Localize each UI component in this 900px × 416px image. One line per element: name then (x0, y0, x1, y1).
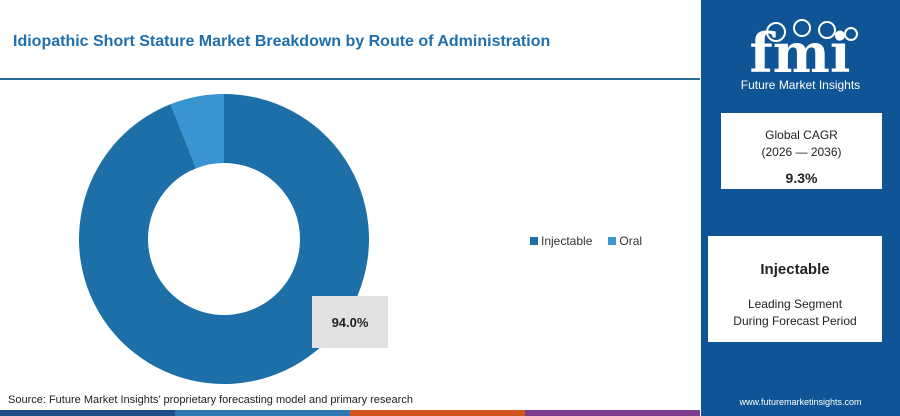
footer-segment-3 (350, 410, 525, 416)
cagr-period: (2026 — 2036) (761, 145, 842, 159)
donut-slice-injectable (78, 94, 369, 385)
website-link[interactable]: www.futuremarketinsights.com (739, 397, 862, 407)
cagr-card: Global CAGR (2026 — 2036) 9.3% (721, 113, 882, 189)
chart-legend: Injectable Oral (530, 234, 642, 248)
leading-segment-line-2: During Forecast Period (733, 314, 857, 328)
leading-segment-name: Injectable (760, 261, 830, 278)
legend-swatch-injectable (530, 237, 538, 245)
legend-swatch-oral (608, 237, 617, 245)
logo-icons (766, 19, 858, 42)
logo-subtitle: Future Market Insights (740, 78, 861, 92)
leading-segment-line-1: Leading Segment (747, 297, 843, 311)
donut-chart (78, 94, 369, 385)
footer-color-bar (0, 410, 700, 416)
footer-segment-2 (175, 410, 350, 416)
legend-label-injectable: Injectable (541, 234, 593, 248)
legend-label-oral: Oral (619, 234, 643, 248)
donut-slice-oral (170, 94, 224, 169)
title-divider (0, 78, 700, 80)
leading-segment-card: Injectable Leading Segment During Foreca… (708, 236, 882, 342)
source-note: Source: Future Market Insights’ propriet… (8, 394, 413, 406)
legend-item-oral: Oral (608, 234, 642, 248)
logo-wordmark: fmi (750, 21, 851, 85)
legend-item-injectable: Injectable (530, 234, 592, 248)
cagr-value: 9.3% (785, 170, 818, 186)
data-label-injectable: 94.0% (312, 296, 388, 348)
fmi-logo: fmi (750, 19, 858, 85)
cagr-label: Global CAGR (765, 128, 838, 142)
footer-segment-4 (525, 410, 700, 416)
footer-segment-1 (0, 410, 175, 416)
sidebar-panel: fmi Future Market Insights Global CAGR (… (701, 0, 900, 416)
chart-title: Idiopathic Short Stature Market Breakdow… (13, 33, 551, 50)
leading-segment-description: Leading Segment During Forecast Period (708, 296, 882, 330)
